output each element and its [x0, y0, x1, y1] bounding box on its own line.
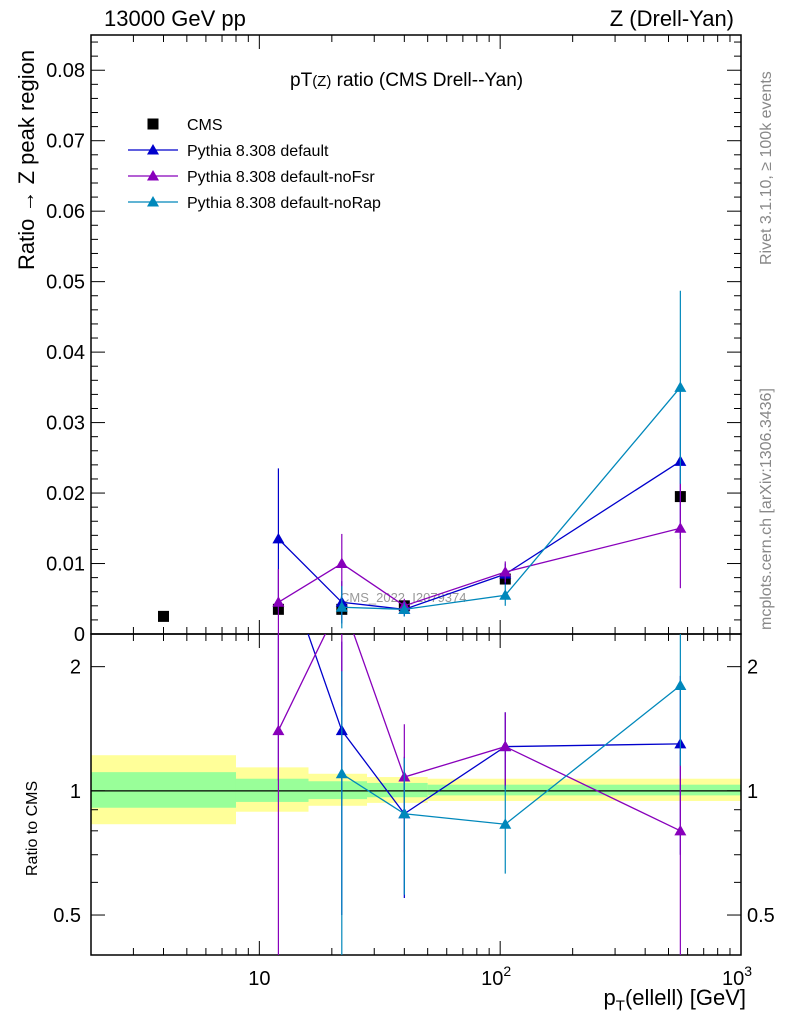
data-point [398, 603, 411, 614]
data-point [674, 381, 687, 392]
y-tick-label-right: 0.5 [747, 905, 775, 927]
uncertainty-band-inner [367, 782, 428, 798]
y-tick-label: 2 [70, 657, 81, 679]
x-tick-label: 103 [722, 963, 752, 990]
legend-label: Pythia 8.308 default [187, 143, 329, 160]
uncertainty-band-inner [91, 772, 236, 808]
plot-title-rest: ratio (CMS Drell--Yan) [331, 70, 524, 91]
y-tick-label: 0.02 [46, 483, 85, 505]
legend-marker [147, 170, 159, 181]
y-tick-label: 1 [70, 781, 81, 803]
plot-title: pT(Z) ratio (CMS Drell--Yan) [290, 70, 523, 92]
x-axis-label: pT(ellell) [GeV] [604, 985, 746, 1014]
legend-label: Pythia 8.308 default-noRap [187, 195, 381, 212]
bottom-panel-frame [90, 633, 742, 956]
ratio-point [398, 807, 411, 819]
plot-title-main: pT [290, 70, 313, 91]
y-tick-label: 0.03 [46, 413, 85, 435]
x-tick-exponent: 2 [503, 963, 511, 979]
header-process-label: 13000 GeV pp [104, 6, 246, 31]
x-tick-label: 102 [481, 963, 511, 990]
legend-label: CMS [187, 117, 223, 134]
uncertainty-band-inner [427, 784, 741, 796]
ratio-line-2 [341, 685, 681, 825]
ratio-point [335, 767, 348, 779]
data-point [272, 532, 285, 544]
x-axis-label-sub: T [615, 997, 625, 1015]
y-tick-label: 0.04 [46, 342, 85, 364]
y-tick-label: 0.06 [46, 201, 85, 223]
y-tick-label: 0.05 [46, 272, 85, 294]
x-axis-label-rest: (ellell) [GeV] [624, 985, 746, 1010]
data-point [335, 601, 348, 612]
ratio-point [674, 679, 687, 691]
series-line-3 [341, 386, 681, 610]
y-tick-label: 0.08 [46, 60, 85, 82]
plot-title-sub: (Z) [312, 73, 332, 90]
uncertainty-band-inner [308, 781, 368, 800]
ratio-point [499, 818, 512, 829]
data-point [499, 589, 512, 600]
legend-marker [147, 196, 159, 207]
y-tick-label-right: 2 [747, 657, 758, 679]
x-tick-label: 10 [248, 968, 270, 990]
y-tick-label-right: 1 [747, 781, 758, 803]
data-point [499, 565, 512, 577]
x-axis-label-p: p [603, 985, 616, 1010]
legend-marker [147, 118, 159, 130]
ratio-point [272, 724, 285, 736]
header-analysis-label: Z (Drell-Yan) [609, 6, 734, 31]
y-tick-label: 0.01 [46, 554, 85, 576]
y-tick-label: 0.5 [53, 905, 81, 927]
ratio-point [674, 824, 687, 836]
data-point [335, 557, 348, 569]
data-point [272, 596, 285, 607]
legend-marker [147, 144, 159, 155]
data-point [674, 522, 687, 533]
x-tick-exponent: 3 [744, 963, 752, 979]
data-point [157, 610, 169, 622]
ratio-point [499, 740, 512, 752]
y-tick-label: 0 [74, 624, 85, 646]
series-line-1 [277, 460, 681, 610]
analysis-watermark: CMS_2022_I2079374 [340, 590, 467, 605]
legend-label: Pythia 8.308 default-noFsr [187, 169, 375, 186]
y-tick-label: 0.07 [46, 131, 85, 153]
